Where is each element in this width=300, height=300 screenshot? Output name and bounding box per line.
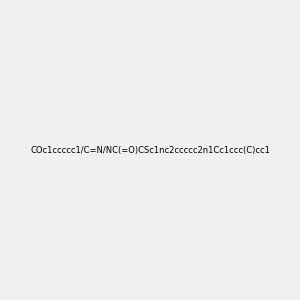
- Text: COc1ccccc1/C=N/NC(=O)CSc1nc2ccccc2n1Cc1ccc(C)cc1: COc1ccccc1/C=N/NC(=O)CSc1nc2ccccc2n1Cc1c…: [30, 146, 270, 154]
